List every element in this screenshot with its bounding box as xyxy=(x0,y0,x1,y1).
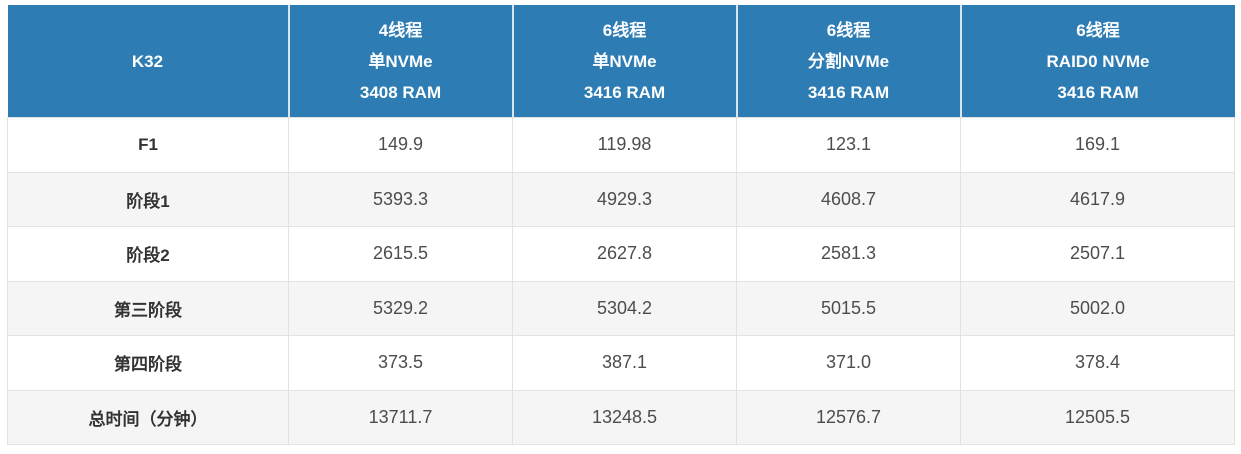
table-row-phase2: 阶段2 2615.5 2627.8 2581.3 2507.1 xyxy=(7,226,1235,282)
row-label: 阶段2 xyxy=(7,226,289,282)
value-cell: 169.1 xyxy=(960,117,1235,173)
value-cell: 5002.0 xyxy=(960,280,1235,336)
table-row-phase4: 第四阶段 373.5 387.1 371.0 378.4 xyxy=(7,335,1235,391)
row-label: 阶段1 xyxy=(7,171,289,227)
header-line: 3416 RAM xyxy=(807,82,890,102)
value-cell: 5015.5 xyxy=(736,280,961,336)
row-label: 第四阶段 xyxy=(7,335,289,391)
header-line: 6线程 xyxy=(1076,20,1120,40)
value-cell: 371.0 xyxy=(736,335,961,391)
value-cell: 5304.2 xyxy=(512,280,737,336)
value-cell: 123.1 xyxy=(736,117,961,173)
header-line: 3416 RAM xyxy=(1057,82,1139,102)
column-header-6t-single-nvme: 6线程 单NVMe 3416 RAM xyxy=(512,5,738,118)
header-line: 4线程 xyxy=(378,20,423,40)
row-label: F1 xyxy=(7,117,289,173)
value-cell: 2615.5 xyxy=(288,226,513,282)
corner-header-label: K32 xyxy=(131,51,164,71)
column-header-4t-single-nvme: 4线程 单NVMe 3408 RAM xyxy=(288,5,514,118)
table-row-total-time: 总时间（分钟） 13711.7 13248.5 12576.7 12505.5 xyxy=(7,389,1235,445)
header-line: RAID0 NVMe xyxy=(1046,51,1150,71)
value-cell: 5329.2 xyxy=(288,280,513,336)
header-row: K32 4线程 单NVMe 3408 RAM 6线程 单NVMe 3416 RA… xyxy=(7,5,1235,118)
column-header-6t-split-nvme: 6线程 分割NVMe 3416 RAM xyxy=(736,5,962,118)
value-cell: 13248.5 xyxy=(512,389,737,445)
value-cell: 13711.7 xyxy=(288,389,513,445)
row-label: 第三阶段 xyxy=(7,280,289,336)
row-label: 总时间（分钟） xyxy=(7,389,289,445)
value-cell: 4929.3 xyxy=(512,171,737,227)
table-row-phase1: 阶段1 5393.3 4929.3 4608.7 4617.9 xyxy=(7,171,1235,227)
value-cell: 149.9 xyxy=(288,117,513,173)
table-row-phase3: 第三阶段 5329.2 5304.2 5015.5 5002.0 xyxy=(7,280,1235,336)
value-cell: 387.1 xyxy=(512,335,737,391)
value-cell: 378.4 xyxy=(960,335,1235,391)
table-row-f1: F1 149.9 119.98 123.1 169.1 xyxy=(7,117,1235,173)
value-cell: 4608.7 xyxy=(736,171,961,227)
benchmark-table-container: K32 4线程 单NVMe 3408 RAM 6线程 单NVMe 3416 RA… xyxy=(7,5,1235,445)
header-line: 3416 RAM xyxy=(583,82,666,102)
header-line: 6线程 xyxy=(826,20,871,40)
benchmark-table: K32 4线程 单NVMe 3408 RAM 6线程 单NVMe 3416 RA… xyxy=(7,5,1235,445)
column-header-6t-raid0-nvme: 6线程 RAID0 NVMe 3416 RAM xyxy=(960,5,1235,118)
header-line: 分割NVMe xyxy=(807,51,890,71)
header-line: 3408 RAM xyxy=(359,82,442,102)
value-cell: 2507.1 xyxy=(960,226,1235,282)
value-cell: 4617.9 xyxy=(960,171,1235,227)
value-cell: 12576.7 xyxy=(736,389,961,445)
value-cell: 119.98 xyxy=(512,117,737,173)
corner-header-k32: K32 xyxy=(7,5,290,118)
header-line: 单NVMe xyxy=(368,51,433,71)
value-cell: 373.5 xyxy=(288,335,513,391)
value-cell: 12505.5 xyxy=(960,389,1235,445)
header-line: 6线程 xyxy=(602,20,647,40)
value-cell: 2581.3 xyxy=(736,226,961,282)
value-cell: 2627.8 xyxy=(512,226,737,282)
header-line: 单NVMe xyxy=(592,51,657,71)
value-cell: 5393.3 xyxy=(288,171,513,227)
